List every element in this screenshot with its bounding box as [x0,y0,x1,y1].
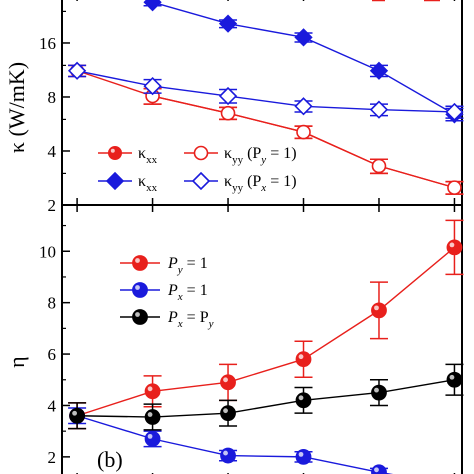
panel-b-ytick-label-1: 4 [48,396,57,415]
panel-b-series-2-point-3-highlight [298,395,304,401]
panel-a-legend-marker-3 [191,171,211,191]
panel-a-series-2-point-1 [143,0,162,12]
panel-a-series-1-point-4 [371,158,387,174]
panel-a-axes-frame [61,0,463,206]
panel-b-series-2-point-5 [446,371,463,388]
panel-b-ytick-label-4: 10 [39,242,56,261]
panel-b-series-1-point-3 [295,448,312,465]
panel-b-ylabel: η [4,356,29,368]
panel-b-label: (b) [97,447,123,472]
panel-a-series-1-point-2 [220,105,236,121]
panel-b-series-0-point-5-highlight [449,242,455,248]
panel-b-legend-marker-1-highlight [135,285,140,290]
panel-b-eta: 2 4 6 8 10 η Py = 1 Px = 1 Px = Py (b) [4,204,464,474]
panel-b-series-2-point-0-highlight [72,410,77,416]
panel-a-legend-marker-1 [193,145,209,161]
panel-a-series-3-point-5 [445,102,464,122]
panel-a-ytick-label-1: 4 [48,142,57,161]
panel-a-series-3-point-1 [143,76,162,96]
panel-b-legend-marker-2 [132,309,148,325]
panel-b-series-1-point-2 [220,447,236,464]
panel-b-series-2-point-1-highlight [147,412,153,417]
panel-b-series-2-line [77,379,455,418]
panel-a-legend-label-3: κyy (Px = 1) [224,173,297,194]
panel-b-series-0-point-1-highlight [147,386,153,392]
panel-a-ylabel: κ (W/mK) [4,62,29,153]
panel-a-series-3-line [76,70,455,113]
panel-b-series-0-point-3 [295,351,312,368]
panel-b-series-0-point-2-highlight [223,377,228,383]
panel-b-series-0-point-5 [446,239,463,256]
panel-a-legend-label-1: κyy (Py = 1) [224,145,297,166]
panel-a-series-2-point-3 [294,28,313,47]
panel-a-series-2-point-2 [218,14,238,33]
panel-b-legend-marker-2-highlight [135,312,140,317]
panel-a-series-2-point-4 [369,61,389,80]
panel-b-series-1-point-3-highlight [298,451,304,457]
panel-b-series-0-point-3-highlight [298,354,304,360]
panel-a-series-3-point-2 [218,86,238,106]
panel-a-ytick-label-3: 16 [39,34,56,53]
panel-a-series-0-line [76,70,455,189]
panel-b-series-1-point-4 [371,464,387,474]
panel-a-series-1-point-3 [296,124,311,140]
panel-b-ytick-label-0: 2 [48,448,57,467]
panel-b-axes-frame [61,204,463,474]
panel-b-series-1-point-1-highlight [147,433,153,439]
panel-b-legend-label-1: Px = 1 [167,282,208,303]
panel-b-series-2-point-2 [220,405,236,422]
panel-a-legend-marker-0 [108,146,122,160]
panel-b-legend-marker-1 [132,282,148,298]
panel-a-series-3-point-3 [294,97,313,116]
panel-a-series-1-point-5 [447,180,462,195]
panel-b-series-0-point-1 [144,383,161,400]
panel-b-series-1-line [76,415,394,474]
panel-b-legend-label-2: Px = Py [167,309,214,330]
panel-b-series-1-point-1 [144,430,161,447]
panel-a-series-3-point-4 [369,100,389,119]
panel-b-series-2-point-0 [69,407,85,424]
panel-a-ytick-label-2: 8 [48,88,57,107]
panel-b-ytick-label-3: 8 [48,294,57,313]
panel-b-series-2-point-4-highlight [374,387,379,393]
panel-a-series-3-point-0 [67,61,87,80]
panel-b-series-0-line [76,246,455,417]
panel-b-series-2-point-4 [371,384,387,401]
panel-a-legend-marker-0-highlight [110,148,115,153]
panel-b-series-0-point-4 [371,302,387,319]
panel-b-series-0-point-2 [220,374,236,391]
panel-b-series-2-point-1 [144,409,161,425]
panel-b-series-2-point-2-highlight [223,408,228,414]
panel-a-kappa: 2 4 8 16 κ (W/mK) κxx κyy (Py = 1) κxx κyy (Px =… [4,0,464,215]
panel-b-series-1-point-4-highlight [374,467,379,473]
panel-b-legend-marker-0 [132,255,148,271]
panel-a-ytick-label-0: 2 [48,196,57,215]
panel-a-legend-label-0: κxx [138,145,158,166]
panel-b-ytick-label-2: 6 [48,345,57,364]
panel-b-legend-marker-0-highlight [135,258,140,263]
panel-b-series-2-point-5-highlight [449,374,455,380]
panel-a-legend-marker-2 [105,171,125,191]
panel-a-legend-label-2: κxx [138,173,158,194]
panel-b-series-0-point-4-highlight [374,305,379,311]
panel-b-series-2-point-3 [295,392,312,409]
panel-b-series-1-point-2-highlight [223,450,228,456]
panel-b-legend-label-0: Py = 1 [167,255,208,276]
